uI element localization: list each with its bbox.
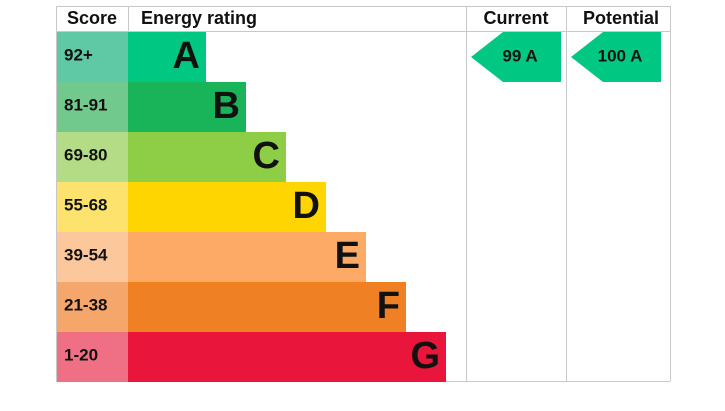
- potential-arrow: [571, 32, 661, 82]
- rating-bar: [128, 182, 326, 232]
- score-label: 69-80: [64, 145, 107, 164]
- header-energy-rating: Energy rating: [141, 8, 257, 28]
- rating-bar: [128, 232, 366, 282]
- header-score: Score: [67, 8, 117, 28]
- rating-bar: [128, 282, 406, 332]
- rating-bar: [128, 32, 206, 82]
- rating-letter: E: [335, 235, 360, 277]
- score-label: 39-54: [64, 245, 108, 264]
- score-cell: [57, 282, 128, 332]
- score-cell: [57, 32, 128, 82]
- current-label: 99 A: [502, 46, 537, 65]
- rating-bar: [128, 332, 446, 382]
- score-cell: [57, 82, 128, 132]
- rating-letter: G: [410, 335, 440, 377]
- rating-bar: [128, 82, 246, 132]
- score-cell: [57, 332, 128, 382]
- score-cell: [57, 132, 128, 182]
- rating-letter: F: [377, 285, 400, 327]
- score-cell: [57, 182, 128, 232]
- score-label: 92+: [64, 45, 93, 64]
- current-arrow: [471, 32, 561, 82]
- potential-label: 100 A: [598, 46, 643, 65]
- score-label: 55-68: [64, 195, 107, 214]
- rating-bar: [128, 132, 286, 182]
- header-current: Current: [483, 8, 548, 28]
- score-label: 21-38: [64, 295, 107, 314]
- rating-letter: D: [293, 185, 320, 227]
- score-label: 81-91: [64, 95, 107, 114]
- header-potential: Potential: [583, 8, 659, 28]
- score-label: 1-20: [64, 345, 98, 364]
- rating-letter: C: [253, 135, 280, 177]
- rating-letter: A: [173, 35, 200, 77]
- score-cell: [57, 232, 128, 282]
- rating-letter: B: [213, 85, 240, 127]
